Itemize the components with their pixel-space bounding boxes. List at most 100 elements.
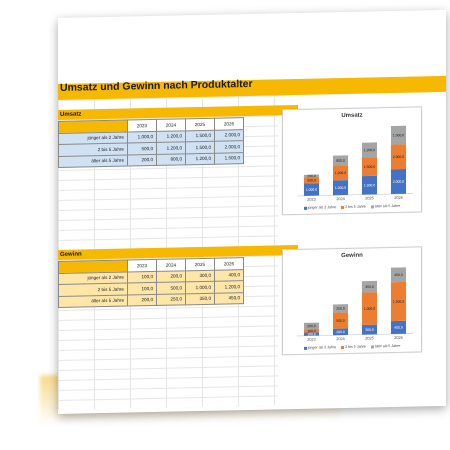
- legend-label: jünger als 2 Jahre: [307, 345, 337, 350]
- bar-segment[interactable]: [361, 142, 378, 158]
- data-label: 200,0: [336, 330, 345, 334]
- year-header: 2026: [214, 257, 244, 270]
- x-tick-label: 2025: [365, 196, 373, 200]
- chart-plot: 100,0100,0200,02023200,0500,0250,0202430…: [297, 267, 413, 342]
- umsatz-chart[interactable]: Umsatz 1.000,0 500,0 200,0 2023 1.200,0 1.200…: [282, 106, 422, 216]
- table-cell: 250,0: [156, 293, 186, 306]
- bar-segment[interactable]: [390, 320, 407, 335]
- legend-label: 2 bis 5 Jahre: [345, 204, 366, 209]
- table-cell: 200,0: [156, 270, 186, 283]
- bar-segment[interactable]: [361, 324, 378, 335]
- table-cell: 500,0: [127, 142, 157, 155]
- data-label: 1.200,0: [335, 171, 346, 175]
- table-cell: 1.200,0: [185, 152, 215, 165]
- table-cell: 2.000,0: [214, 129, 244, 142]
- bar-segment[interactable]: [332, 155, 349, 166]
- table-cell: 500,0: [156, 281, 186, 294]
- table-cell: 1.500,0: [185, 129, 215, 142]
- table-cell: 200,0: [127, 293, 157, 307]
- legend-item: 2 bis 5 Jahre: [341, 345, 366, 350]
- bar-segment[interactable]: [361, 292, 378, 325]
- legend-item: 2 bis 5 Jahre: [341, 205, 366, 210]
- table-cell: 2.000,0: [214, 140, 244, 153]
- table-cell: 1.200,0: [214, 280, 244, 293]
- year-header: 2025: [185, 258, 215, 271]
- gewinn-table: 2023 2024 2025 2026 jünger als 2 Jahre 1…: [58, 257, 244, 308]
- legend-swatch: [303, 206, 307, 210]
- x-tick-label: 2023: [307, 198, 315, 202]
- bar-segment[interactable]: [361, 280, 378, 293]
- table-cell: 1.000,0: [127, 130, 157, 144]
- data-label: 1.500,0: [364, 165, 375, 169]
- bar-segment[interactable]: [332, 328, 349, 336]
- table-cell: 400,0: [214, 269, 244, 282]
- data-label: 2.000,0: [393, 180, 404, 184]
- data-label: 800,0: [336, 159, 345, 163]
- row-label: älter als 5 Jahre: [58, 154, 128, 168]
- bar-segment[interactable]: [332, 180, 349, 196]
- year-header: 2024: [156, 258, 186, 271]
- data-label: 1.000,0: [306, 188, 317, 192]
- year-header: 2023: [127, 119, 157, 132]
- bar-segment[interactable]: [303, 174, 320, 178]
- x-tick-label: 2025: [365, 336, 373, 340]
- x-tick-label: 2023: [307, 338, 315, 342]
- legend-swatch: [341, 345, 345, 349]
- legend-item: jünger als 2 Jahre: [303, 205, 337, 210]
- data-label: 450,0: [394, 273, 403, 277]
- data-label: 250,0: [336, 306, 345, 310]
- data-label: 300,0: [365, 328, 374, 332]
- data-label: 200,0: [307, 174, 316, 178]
- bar-segment[interactable]: [303, 322, 320, 330]
- legend-label: 2 bis 5 Jahre: [345, 344, 366, 349]
- table-cell: 100,0: [127, 270, 157, 284]
- legend-label: jünger als 2 Jahre: [307, 205, 337, 210]
- legend-label: älter als 5 Jahre: [374, 203, 401, 209]
- data-label: 100,0: [307, 329, 316, 333]
- legend-swatch: [370, 344, 374, 348]
- bar-segment[interactable]: [361, 175, 378, 195]
- gewinn-chart[interactable]: Gewinn 100,0 100,0 200,0 2023 200,0 500,0 250,…: [282, 246, 422, 356]
- bar-segment[interactable]: [303, 176, 320, 184]
- year-header: 2025: [185, 118, 215, 131]
- table-cell: 800,0: [156, 153, 186, 166]
- bar-segment[interactable]: [390, 144, 407, 170]
- table-cell: 1.200,0: [156, 141, 186, 154]
- bar-segment[interactable]: [332, 312, 349, 329]
- bar-segment[interactable]: [332, 165, 349, 181]
- data-label: 200,0: [307, 324, 316, 328]
- row-label: älter als 5 Jahre: [58, 294, 128, 308]
- x-tick-label: 2024: [336, 197, 344, 201]
- table-cell: 100,0: [127, 282, 157, 295]
- data-label: 1.500,0: [364, 183, 375, 187]
- data-label: 1.500,0: [393, 133, 404, 137]
- table-cell: 1.200,0: [156, 130, 186, 143]
- year-header: 2026: [214, 117, 244, 130]
- data-label: 1.200,0: [364, 148, 375, 152]
- legend-label: älter als 5 Jahre: [374, 343, 401, 349]
- bar-segment[interactable]: [390, 168, 407, 195]
- document-page: Umsatz und Gewinn nach Produktalter Umsa…: [58, 9, 446, 414]
- bar-segment[interactable]: [361, 157, 378, 177]
- legend-item: älter als 5 Jahre: [370, 203, 401, 209]
- bar-segment[interactable]: [332, 304, 349, 313]
- bar-segment[interactable]: [390, 267, 407, 283]
- x-tick-label: 2026: [394, 196, 402, 200]
- year-header: 2024: [156, 118, 186, 131]
- x-tick-label: 2024: [336, 337, 344, 341]
- data-label: 2.000,0: [393, 155, 404, 159]
- bar-segment[interactable]: [303, 332, 320, 336]
- legend-swatch: [303, 346, 307, 350]
- data-label: 500,0: [336, 319, 345, 323]
- table-cell: 350,0: [185, 292, 215, 305]
- data-label: 100,0: [307, 332, 316, 336]
- data-label: 1.200,0: [335, 186, 346, 190]
- legend-item: jünger als 2 Jahre: [303, 345, 337, 350]
- legend-swatch: [341, 205, 345, 209]
- bar-segment[interactable]: [390, 281, 407, 322]
- bar-segment[interactable]: [390, 125, 407, 145]
- table-cell: 1.500,0: [185, 141, 215, 154]
- data-label: 350,0: [365, 285, 374, 289]
- bar-segment[interactable]: [303, 329, 320, 333]
- bar-segment[interactable]: [303, 183, 320, 196]
